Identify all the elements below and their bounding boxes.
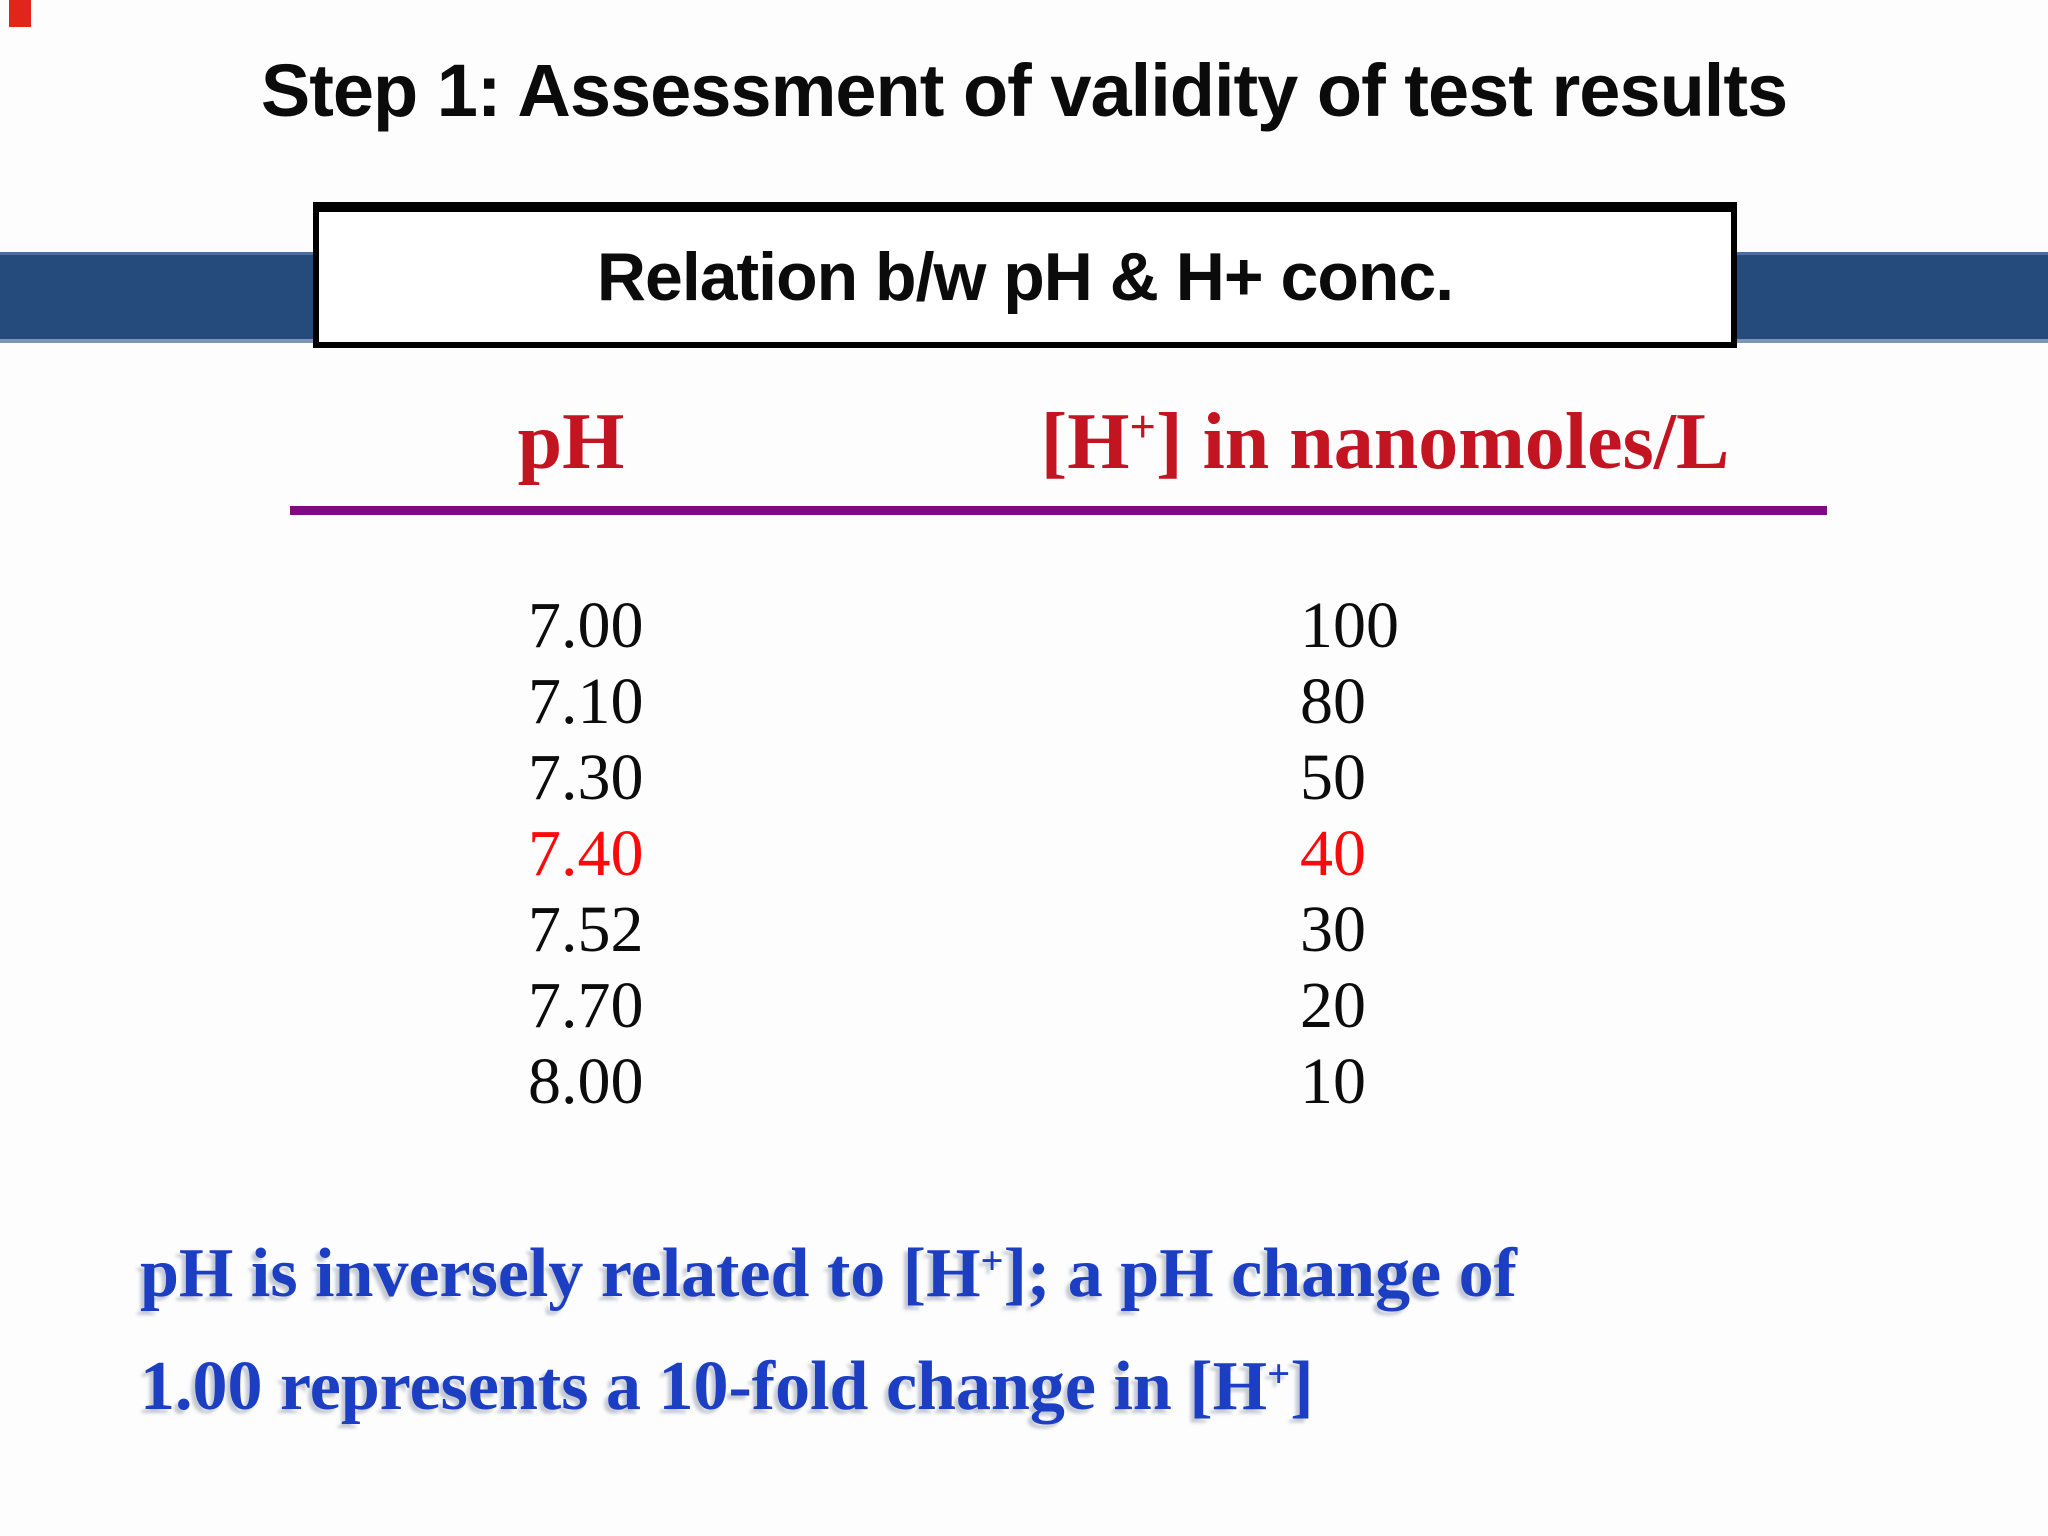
note-text: pH is inversely related to [H+]; a pH ch… [140, 1222, 1900, 1448]
h-concentration-value: 10 [1300, 1045, 1366, 1118]
ph-value: 7.40 [528, 817, 644, 890]
table-row: 7.30 50 [0, 740, 2048, 816]
table-row: 7.70 20 [0, 968, 2048, 1044]
table-row: 7.00 100 [0, 588, 2048, 664]
table-row: 8.00 10 [0, 1044, 2048, 1120]
corner-red-marker [9, 0, 31, 27]
h-concentration-value: 40 [1300, 817, 1366, 890]
h-concentration-value: 20 [1300, 969, 1366, 1042]
h-concentration-value: 30 [1300, 893, 1366, 966]
column-header-h-concentration: [H+] in nanomoles/L [1041, 398, 1730, 486]
ph-value: 8.00 [528, 1045, 644, 1118]
table-row: 7.52 30 [0, 892, 2048, 968]
header-suffix: ] in nanomoles/L [1155, 398, 1730, 486]
ph-value: 7.70 [528, 969, 644, 1042]
column-header-ph: pH [517, 398, 625, 486]
h-concentration-value: 100 [1300, 589, 1399, 662]
slide-title: Step 1: Assessment of validity of test r… [260, 49, 1788, 132]
header-superscript-plus: + [1129, 402, 1156, 454]
header-prefix: [H [1040, 398, 1130, 486]
note-line: pH is inversely related to [H+]; a pH ch… [140, 1235, 1517, 1312]
note-line: 1.00 represents a 10-fold change in [H+] [140, 1348, 1314, 1425]
h-concentration-value: 80 [1300, 665, 1366, 738]
header-underline-rule [290, 506, 1827, 515]
table-rows: 7.00 100 7.10 80 7.30 50 7.40 40 7.52 30… [0, 588, 2048, 1120]
table-row: 7.10 80 [0, 664, 2048, 740]
banner-box: Relation b/w pH & H+ conc. [313, 202, 1737, 348]
h-concentration-value: 50 [1300, 741, 1366, 814]
ph-value: 7.30 [528, 741, 644, 814]
banner-label: Relation b/w pH & H+ conc. [596, 239, 1454, 315]
ph-value: 7.10 [528, 665, 644, 738]
ph-value: 7.00 [528, 589, 644, 662]
table-row: 7.40 40 [0, 816, 2048, 892]
ph-value: 7.52 [528, 893, 644, 966]
